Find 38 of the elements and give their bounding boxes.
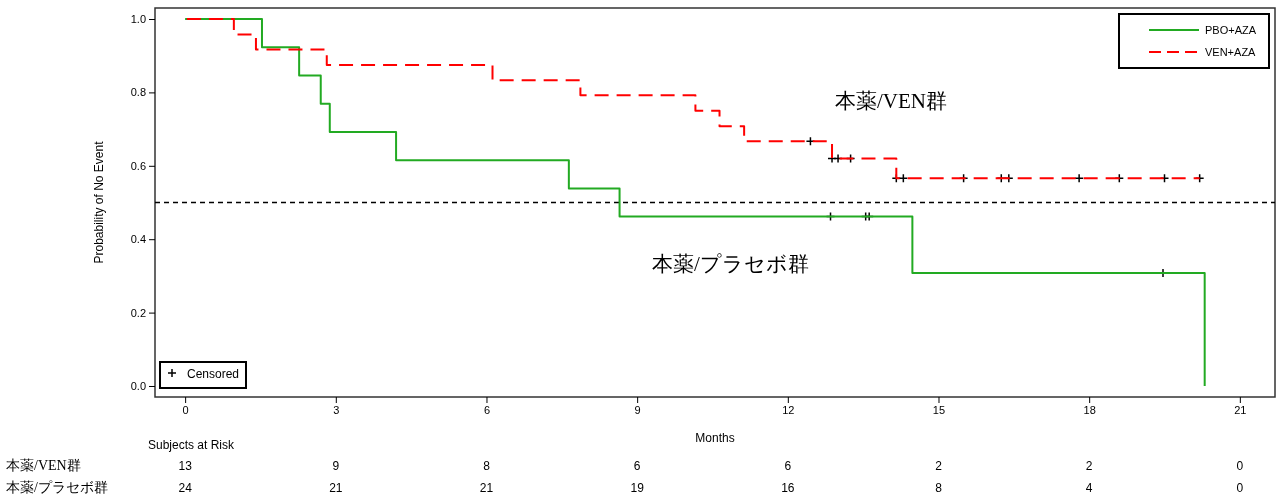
data-label: 24 bbox=[178, 481, 193, 495]
annotation: Censored bbox=[187, 367, 240, 381]
data-label: 4 bbox=[1085, 481, 1093, 495]
legend-label: PBO+AZA bbox=[1205, 24, 1257, 36]
data-label: 13 bbox=[178, 459, 193, 473]
y-axis-title: Probability of No Event bbox=[92, 140, 106, 264]
x-tick-label: 3 bbox=[333, 403, 340, 416]
x-tick-label: 9 bbox=[634, 403, 641, 416]
y-tick-label: 0.0 bbox=[130, 380, 146, 393]
x-axis-title: Months bbox=[695, 431, 735, 445]
annotation: 本薬/プラセボ群 bbox=[652, 252, 809, 276]
data-label: 9 bbox=[332, 459, 340, 473]
y-tick-label: 0.6 bbox=[130, 159, 146, 172]
chart-title: Subjects at Risk bbox=[148, 438, 236, 452]
x-tick-label: 15 bbox=[932, 403, 946, 416]
legend-label: VEN+AZA bbox=[1205, 46, 1257, 58]
data-label: 21 bbox=[329, 481, 343, 495]
x-tick-label: 0 bbox=[182, 403, 189, 416]
y-tick-label: 1.0 bbox=[130, 13, 146, 26]
data-label: 0 bbox=[1236, 459, 1244, 473]
annotation: 本薬/VEN群 bbox=[835, 89, 947, 113]
data-label: 2 bbox=[935, 459, 943, 473]
data-label: 6 bbox=[784, 459, 792, 473]
y-tick-label: 0.4 bbox=[130, 233, 146, 246]
data-label: 19 bbox=[630, 481, 645, 495]
y-tick-label: 0.2 bbox=[130, 306, 146, 319]
data-label: 21 bbox=[479, 481, 494, 495]
x-tick-label: 21 bbox=[1234, 403, 1247, 416]
x-tick-label: 18 bbox=[1083, 403, 1096, 416]
x-tick-label: 12 bbox=[782, 403, 795, 416]
data-label: 8 bbox=[935, 481, 943, 495]
data-label: 8 bbox=[483, 459, 491, 473]
y-tick-label: 0.8 bbox=[130, 86, 146, 99]
x-tick-label: 6 bbox=[483, 403, 491, 416]
data-label: 6 bbox=[633, 459, 641, 473]
data-label: 2 bbox=[1085, 459, 1093, 473]
data-label: 16 bbox=[781, 481, 795, 495]
data-label: 0 bbox=[1236, 481, 1244, 495]
